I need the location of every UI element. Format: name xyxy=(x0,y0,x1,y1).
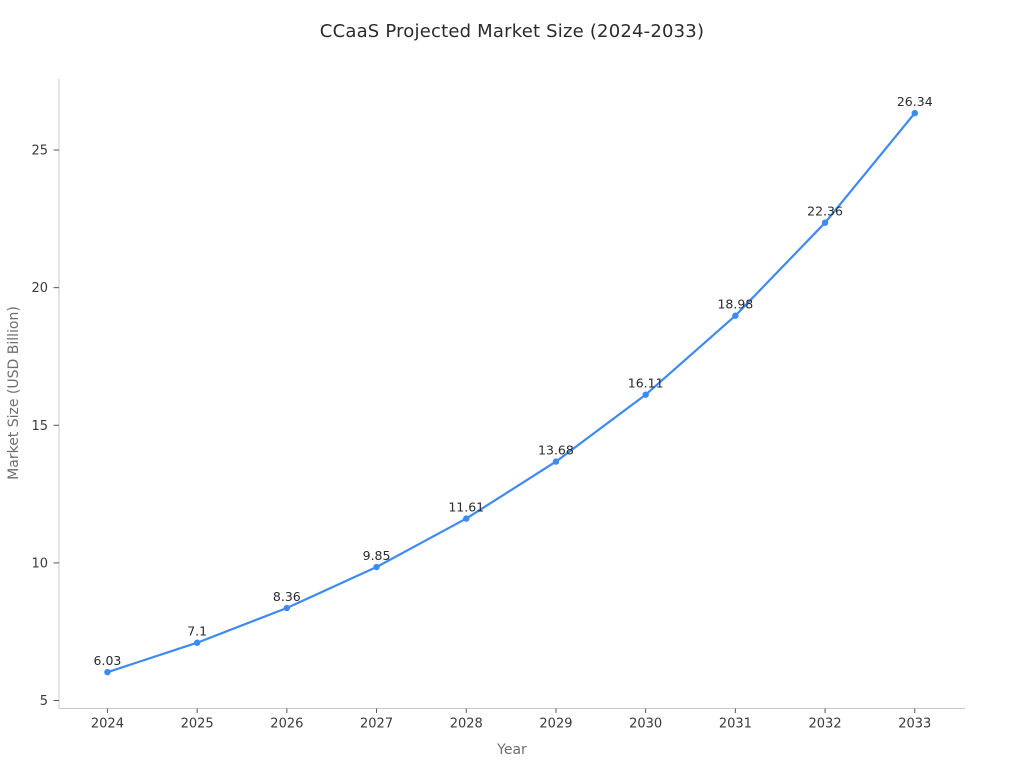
x-tick-label: 2030 xyxy=(629,717,662,732)
x-tick-label: 2025 xyxy=(181,717,214,732)
x-tick-label: 2031 xyxy=(719,717,752,732)
chart-title: CCaaS Projected Market Size (2024-2033) xyxy=(319,21,705,42)
x-tick-label: 2027 xyxy=(360,717,393,732)
data-point-marker xyxy=(104,668,111,676)
data-point-marker xyxy=(821,219,829,226)
data-point-marker xyxy=(732,312,739,319)
data-point-marker xyxy=(911,109,918,117)
y-tick-label: 5 xyxy=(40,694,48,709)
x-tick-label: 2029 xyxy=(539,717,572,732)
x-tick-label: 2033 xyxy=(898,717,931,732)
x-axis-label: Year xyxy=(497,742,527,758)
y-tick-label: 20 xyxy=(31,281,48,296)
x-tick-label: 2026 xyxy=(270,717,303,732)
data-point-label: 16.11 xyxy=(628,376,664,391)
data-point-label: 7.1 xyxy=(187,624,207,639)
data-point-label: 6.03 xyxy=(94,653,122,668)
data-point-marker xyxy=(642,391,649,398)
data-point-label: 26.34 xyxy=(897,94,933,109)
data-point-marker xyxy=(552,458,560,465)
data-point-label: 9.85 xyxy=(363,548,391,563)
y-tick-label: 10 xyxy=(31,556,48,571)
series-line xyxy=(106,112,916,674)
y-tick-label: 15 xyxy=(31,419,48,434)
data-point-label: 11.61 xyxy=(448,500,484,515)
x-tick-label: 2024 xyxy=(91,717,124,732)
data-point-label: 22.36 xyxy=(807,204,843,219)
data-point-marker xyxy=(283,604,291,612)
x-tick-label: 2032 xyxy=(809,717,842,732)
data-point-marker xyxy=(193,639,201,646)
data-point-marker xyxy=(463,515,470,522)
data-point-marker xyxy=(373,563,380,571)
data-point-label: 13.68 xyxy=(538,443,574,458)
y-tick-label: 25 xyxy=(31,144,48,159)
data-point-label: 18.98 xyxy=(717,297,753,312)
data-point-label: 8.36 xyxy=(273,589,301,604)
x-tick-label: 2028 xyxy=(450,717,483,732)
